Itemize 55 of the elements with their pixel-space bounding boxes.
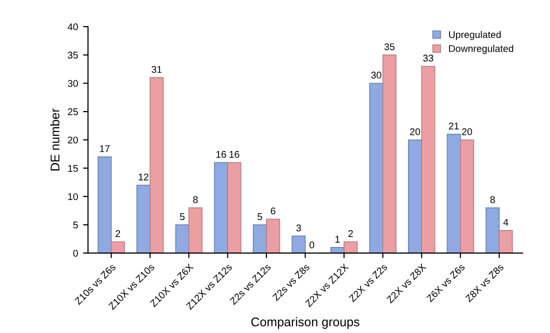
data-label: 5	[258, 213, 262, 220]
data-label: 0	[310, 241, 314, 248]
data-label: 6	[270, 208, 276, 214]
bar	[98, 156, 112, 254]
data-label: 21	[448, 122, 459, 130]
y-tick-label: 10	[68, 193, 78, 200]
y-tick-label: 25	[68, 108, 78, 116]
bar	[408, 139, 422, 254]
y-tick-label: 40	[68, 23, 78, 30]
data-label: 5	[180, 213, 185, 220]
y-axis-title: DE number	[50, 108, 60, 170]
legend-label: Upregulated	[449, 30, 501, 40]
data-label: 16	[216, 150, 226, 158]
bar	[175, 224, 190, 254]
data-label: 16	[230, 150, 240, 158]
y-tick-label: 20	[68, 136, 78, 144]
bar	[344, 241, 358, 254]
y-tick-label: 15	[68, 165, 78, 172]
legend-label: Downregulated	[449, 44, 514, 54]
data-label: 4	[503, 218, 508, 226]
data-label: 3	[296, 224, 301, 232]
bar	[382, 54, 396, 254]
y-tick-label: 30	[68, 80, 78, 87]
data-label: 30	[371, 72, 382, 79]
x-axis-title: Comparison groups	[251, 317, 360, 329]
data-label: 2	[116, 230, 120, 237]
bar	[486, 207, 500, 254]
data-label: 1	[335, 236, 340, 243]
bar	[292, 236, 306, 254]
bar	[266, 218, 280, 254]
bar	[421, 66, 436, 254]
bar	[150, 77, 164, 254]
bar	[460, 139, 474, 254]
data-label: 8	[490, 196, 495, 204]
y-tick-label: 0	[73, 250, 78, 257]
bar	[369, 82, 384, 254]
data-label: 12	[138, 174, 148, 180]
bar	[252, 224, 267, 254]
bar	[498, 230, 513, 254]
bar	[136, 184, 150, 254]
data-label: 31	[152, 66, 162, 73]
bar	[110, 241, 125, 254]
bar	[214, 162, 228, 254]
bar	[446, 134, 461, 254]
y-tick-label: 5	[73, 222, 78, 228]
bar	[188, 207, 202, 254]
bar	[227, 162, 242, 254]
data-label: 33	[423, 54, 434, 62]
data-label: 20	[410, 128, 420, 136]
data-label: 2	[348, 230, 353, 237]
data-label: 17	[100, 145, 110, 152]
data-label: 20	[462, 128, 472, 136]
data-label: 8	[193, 196, 198, 204]
data-label: 35	[384, 43, 394, 50]
y-tick-label: 35	[68, 52, 78, 59]
